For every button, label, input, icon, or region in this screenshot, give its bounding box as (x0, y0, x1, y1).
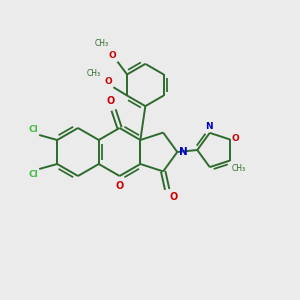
Text: CH₃: CH₃ (94, 39, 109, 48)
Text: O: O (169, 192, 177, 203)
Text: N: N (179, 147, 188, 157)
Text: CH₃: CH₃ (86, 69, 100, 78)
Text: N: N (205, 122, 212, 131)
Text: O: O (109, 51, 116, 60)
Text: O: O (106, 96, 115, 106)
Text: CH₃: CH₃ (232, 164, 246, 172)
Text: Cl: Cl (28, 125, 38, 134)
Text: O: O (105, 77, 112, 86)
Text: O: O (116, 181, 124, 191)
Text: Cl: Cl (28, 170, 38, 179)
Text: O: O (232, 134, 240, 143)
